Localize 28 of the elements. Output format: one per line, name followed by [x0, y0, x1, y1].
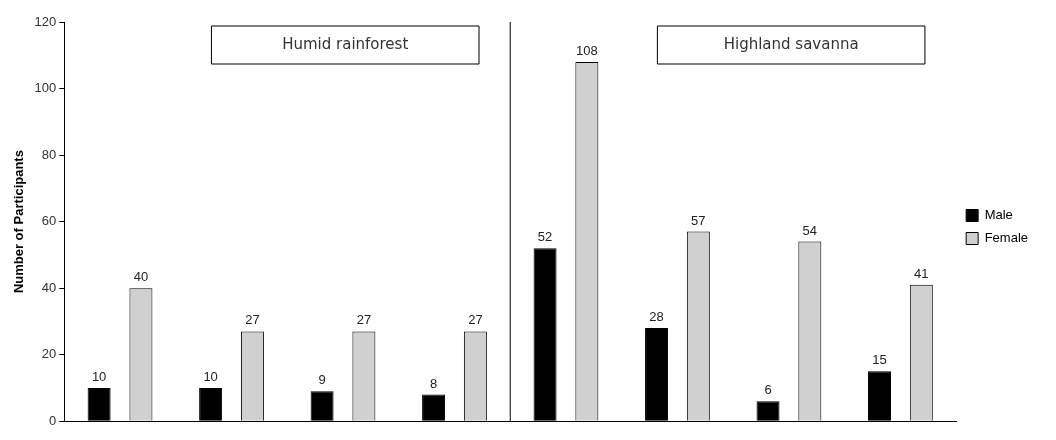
y-tick-label: 100 — [34, 80, 57, 96]
y-tick-label: 120 — [34, 13, 57, 29]
data-label: 27 — [245, 312, 260, 328]
data-label: 10 — [203, 369, 218, 385]
y-axis-title: Number of Participants — [11, 150, 27, 294]
data-label: 57 — [691, 212, 706, 228]
data-label: 41 — [914, 265, 929, 281]
data-label: 52 — [537, 229, 553, 245]
data-label: 40 — [133, 269, 149, 285]
y-tick-label: 20 — [41, 346, 57, 362]
legend-label: Female — [984, 230, 1029, 246]
data-label: 108 — [576, 43, 598, 58]
y-tick-label: 0 — [49, 412, 57, 428]
y-tick-label: 80 — [41, 146, 57, 162]
legend-label: Male — [984, 207, 1013, 223]
y-tick-label: 40 — [41, 279, 57, 295]
annotation: Humid rainforest — [282, 34, 409, 53]
data-label: 27 — [356, 312, 372, 328]
data-label: 28 — [649, 309, 664, 325]
data-label: 27 — [468, 312, 483, 328]
data-label: 54 — [802, 222, 818, 238]
y-tick-label: 60 — [41, 213, 57, 229]
data-label: 6 — [764, 382, 772, 398]
data-label: 10 — [91, 369, 107, 385]
data-label: 8 — [429, 375, 438, 391]
annotation: Highland savanna — [723, 34, 859, 53]
data-label: 15 — [872, 352, 887, 368]
data-label: 9 — [318, 372, 326, 388]
